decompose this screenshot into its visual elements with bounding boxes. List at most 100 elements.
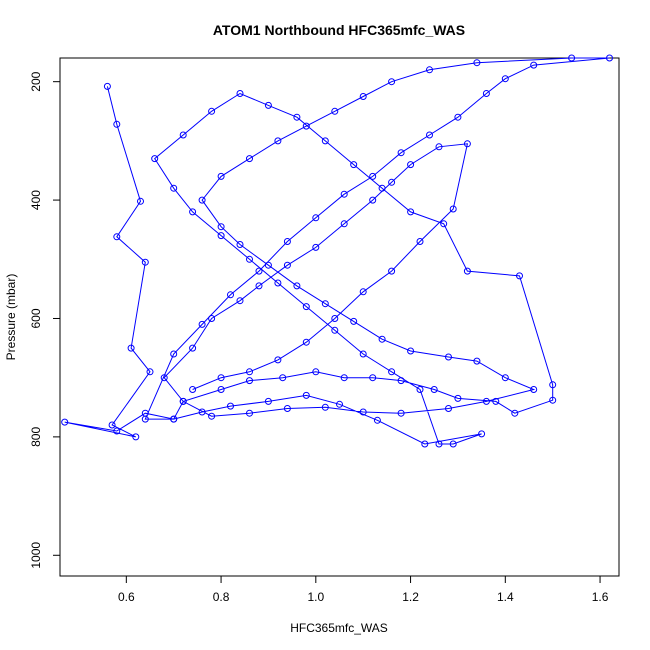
plot-frame: [59, 57, 620, 577]
data-point: [170, 415, 178, 423]
data-point: [421, 440, 429, 448]
data-point: [302, 303, 310, 311]
data-point: [141, 415, 149, 423]
data-point: [549, 396, 557, 404]
data-point: [217, 386, 225, 393]
data-point: [350, 317, 358, 325]
y-tick-label: 800: [29, 427, 43, 447]
data-point: [473, 59, 481, 67]
data-point: [331, 326, 339, 334]
data-point: [449, 205, 457, 213]
data-point: [217, 232, 225, 240]
data-point: [283, 238, 291, 245]
data-point: [473, 357, 481, 365]
y-axis-label: Pressure (mbar): [4, 274, 18, 361]
y-tick-label: 1000: [29, 542, 43, 569]
data-point: [435, 143, 443, 151]
data-point: [407, 161, 415, 169]
data-point: [340, 190, 348, 198]
data-point: [264, 101, 272, 109]
data-point: [321, 300, 329, 308]
data-point: [549, 381, 557, 389]
data-point: [274, 279, 282, 287]
data-point: [359, 93, 367, 100]
data-point: [426, 66, 433, 74]
x-tick-label: 0.6: [118, 590, 135, 604]
data-point: [208, 412, 216, 420]
series-lines: [64, 57, 610, 445]
data-point: [359, 408, 367, 416]
data-point: [246, 155, 253, 163]
x-tick-label: 1.0: [307, 590, 324, 604]
data-point: [340, 220, 348, 228]
data-point: [264, 397, 272, 405]
data-point: [302, 338, 310, 346]
data-point: [151, 155, 159, 163]
y-axis: 200 400 600 800 1000: [29, 71, 61, 569]
data-point: [331, 107, 339, 115]
data-point: [397, 409, 405, 417]
data-point: [189, 208, 197, 216]
data-point: [445, 405, 452, 412]
data-point: [179, 397, 187, 405]
data-point: [435, 440, 443, 448]
x-tick-label: 0.8: [213, 590, 230, 604]
data-point: [227, 291, 234, 299]
data-point: [397, 377, 405, 385]
data-point: [189, 386, 197, 393]
data-point: [430, 386, 438, 393]
data-point: [369, 172, 377, 180]
data-point: [312, 243, 320, 251]
data-point: [501, 374, 509, 382]
data-point: [373, 416, 381, 424]
data-point: [227, 402, 234, 410]
data-point: [264, 261, 272, 269]
data-point: [302, 391, 310, 399]
x-axis: 0.6 0.8 1.0 1.2 1.4 1.6: [118, 575, 609, 604]
data-point: [236, 297, 244, 305]
data-point: [501, 75, 509, 83]
data-point: [449, 440, 457, 448]
data-point: [369, 196, 377, 204]
data-point: [482, 397, 490, 405]
data-point: [274, 137, 282, 145]
data-point: [302, 122, 310, 130]
data-point: [378, 184, 386, 192]
data-point: [217, 374, 225, 382]
data-point: [312, 214, 320, 222]
data-point: [132, 433, 140, 441]
y-tick-label: 200: [29, 71, 43, 91]
data-point: [198, 320, 206, 328]
data-point: [274, 356, 282, 364]
data-point: [359, 350, 367, 358]
x-tick-label: 1.6: [592, 590, 609, 604]
data-point: [170, 350, 178, 358]
data-point: [312, 368, 320, 376]
y-tick-label: 400: [29, 190, 43, 210]
data-point: [108, 421, 116, 429]
data-point: [426, 131, 433, 139]
data-point: [350, 161, 358, 169]
data-point: [416, 386, 424, 393]
data-point: [198, 408, 206, 416]
data-point: [454, 394, 462, 402]
data-point: [388, 78, 396, 86]
series-line: [64, 57, 610, 445]
data-point: [388, 178, 396, 186]
chart-title: ATOM1 Northbound HFC365mfc_WAS: [213, 22, 465, 38]
data-point: [606, 54, 613, 62]
data-point: [127, 344, 135, 352]
data-point: [336, 400, 343, 408]
data-point: [246, 409, 253, 417]
data-point: [246, 255, 253, 263]
data-point: [492, 397, 500, 405]
data-point: [516, 272, 523, 280]
x-axis-label: HFC365mfc_WAS: [290, 621, 388, 635]
data-point: [137, 197, 144, 205]
data-point: [236, 241, 244, 248]
data-point: [440, 220, 448, 228]
data-point: [388, 267, 396, 275]
data-point: [283, 405, 291, 412]
data-point: [255, 282, 263, 290]
